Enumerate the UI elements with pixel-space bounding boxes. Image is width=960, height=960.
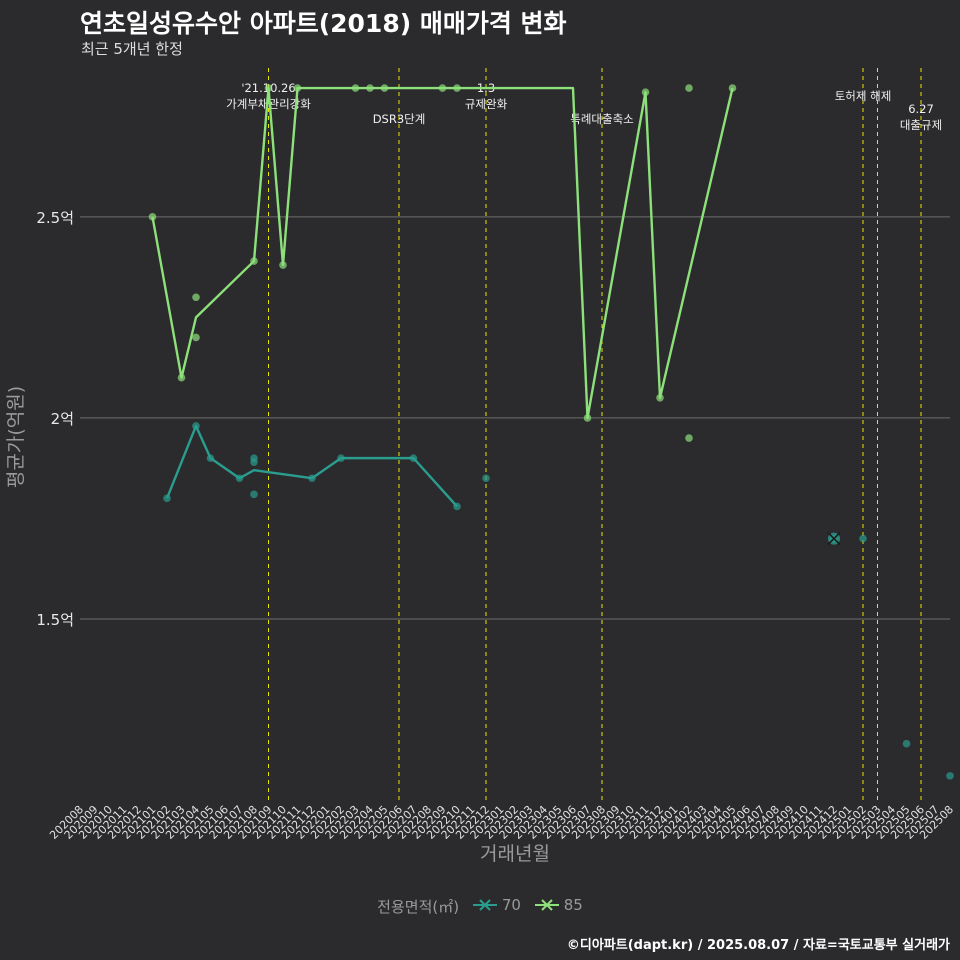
y-tick-label: 1.5억 (36, 611, 74, 629)
data-point-85 (453, 84, 461, 92)
y-tick-label: 2억 (51, 410, 74, 428)
y-axis-label: 평균가(억원) (5, 386, 27, 488)
y-axis-ticks: 1.5억 2억 2.5억 (36, 209, 74, 629)
data-point-70 (902, 739, 911, 748)
data-point-85 (192, 293, 200, 302)
data-point-70 (453, 502, 461, 511)
legend-item-70: 70 (472, 896, 521, 914)
legend-key-70-icon (472, 899, 497, 911)
highlight-marker-70 (827, 532, 841, 546)
data-point-85 (192, 333, 200, 342)
legend-label-70: 70 (501, 896, 521, 914)
event-label: 6.27 (908, 102, 934, 116)
series-line-70 (165, 424, 458, 508)
legend-label-85: 85 (563, 896, 583, 914)
event-label: DSR3단계 (373, 112, 426, 126)
series-line-85 (151, 86, 734, 420)
data-point-70 (163, 494, 171, 503)
data-point-85 (438, 84, 447, 92)
data-point-70 (482, 474, 490, 483)
data-point-70 (409, 454, 418, 462)
data-point-85 (641, 88, 650, 96)
source-caption: ©디아파트(dapt.kr) / 2025.08.07 / 자료=국토교통부 실… (566, 938, 950, 953)
legend-item-85: 85 (534, 896, 583, 914)
chart-subtitle: 최근 5개년 한정 (81, 40, 183, 58)
data-point-70 (337, 454, 345, 462)
data-point-85 (177, 373, 186, 382)
data-point-85 (264, 84, 273, 92)
legend-title: 전용면적(㎡) (377, 898, 460, 916)
event-label: 특례대출축소 (570, 112, 633, 126)
data-point-85 (380, 84, 389, 92)
data-point-85 (250, 257, 258, 265)
data-point-85 (685, 434, 693, 442)
legend: 전용면적(㎡) 70 85 (0, 896, 960, 917)
data-point-85 (279, 261, 287, 269)
event-lines: '21.10.26가계부채관리강화DSR3단계1.3규제완화특례대출축소토허제 … (226, 68, 942, 800)
x-axis-ticks: 2020082020092020102020112020122021012021… (47, 803, 956, 842)
grid-lines (80, 216, 950, 620)
data-point-70 (859, 534, 867, 543)
event-label: 대출규제 (900, 118, 942, 132)
event-label: 토허제 해제 (835, 89, 892, 103)
series-layer (148, 84, 954, 780)
data-point-85 (685, 84, 693, 92)
data-point-70 (250, 454, 258, 462)
data-point-85 (583, 414, 592, 422)
legend-key-85-icon (534, 899, 559, 911)
data-point-85 (728, 84, 737, 92)
data-point-70 (250, 490, 258, 499)
event-label: 규제완화 (465, 97, 508, 111)
highlight-cross (827, 532, 841, 546)
data-point-70 (308, 474, 316, 483)
chart-title: 연초일성유수안 아파트(2018) 매매가격 변화 (80, 9, 567, 38)
data-point-85 (656, 394, 664, 402)
y-tick-label: 2.5억 (36, 209, 74, 227)
data-point-70 (206, 454, 215, 462)
data-point-85 (366, 84, 374, 92)
data-point-85 (293, 84, 302, 92)
data-point-85 (351, 84, 360, 92)
x-axis-label: 거래년월 (480, 843, 550, 865)
data-point-70 (192, 422, 200, 430)
data-point-70 (946, 772, 954, 780)
data-point-85 (148, 213, 157, 221)
data-point-70 (235, 474, 244, 483)
